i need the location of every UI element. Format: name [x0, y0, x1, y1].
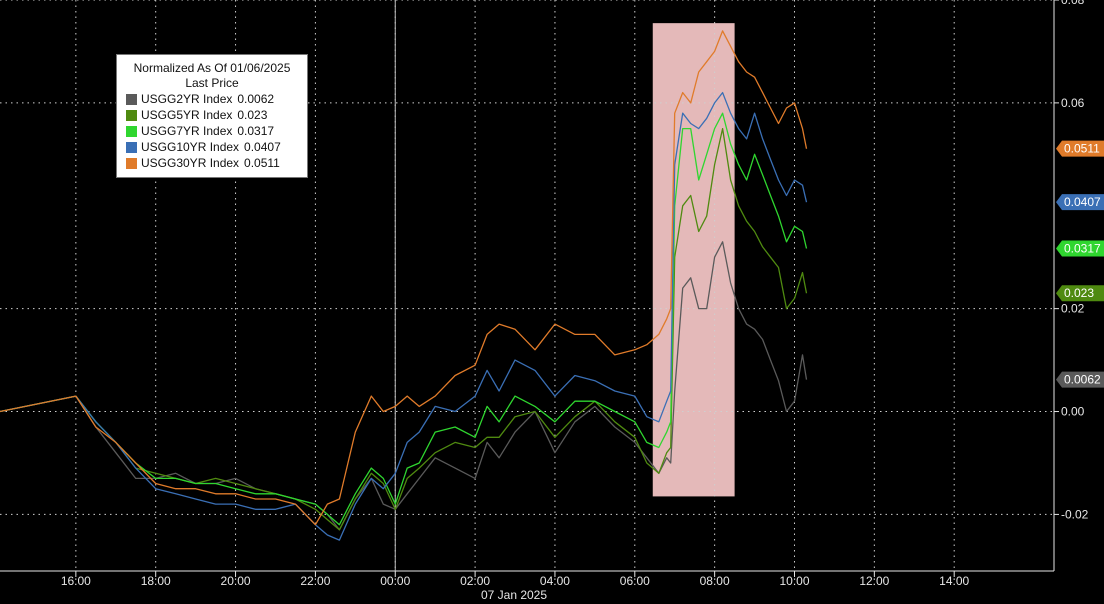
legend-series-name: USGG2YR Index	[141, 92, 233, 106]
legend-swatch	[126, 157, 137, 169]
legend: Normalized As Of 01/06/2025 Last Price U…	[116, 54, 308, 178]
legend-series-value: 0.0511	[244, 156, 280, 170]
legend-series-name: USGG10YR Index	[141, 140, 240, 154]
x-tick-label: 08:00	[700, 574, 730, 588]
legend-title: Normalized As Of 01/06/2025	[133, 61, 291, 75]
legend-swatch	[126, 93, 137, 105]
x-tick-label: 02:00	[460, 574, 490, 588]
series-line-usgg7yr	[0, 112, 808, 526]
last-price-value: 0.023	[1064, 286, 1094, 300]
y-tick-label: -0.02	[1061, 507, 1089, 521]
last-price-badge	[1056, 194, 1104, 211]
last-price-value: 0.0062	[1064, 373, 1101, 387]
x-tick-label: 12:00	[859, 574, 889, 588]
legend-series-name: USGG30YR Index	[141, 156, 240, 170]
x-tick-label: 18:00	[141, 574, 171, 588]
last-price-badge	[1056, 371, 1104, 388]
x-axis-label: 07 Jan 2025	[481, 588, 547, 602]
legend-swatch	[126, 125, 137, 137]
legend-item: USGG5YR Index 0.023	[117, 107, 307, 123]
legend-swatch	[126, 141, 137, 153]
legend-series-value: 0.0407	[244, 140, 281, 154]
last-price-badge	[1056, 285, 1104, 302]
x-tick-label: 00:00	[380, 574, 410, 588]
x-tick-label: 10:00	[779, 574, 809, 588]
y-tick-label: 0.00	[1061, 405, 1085, 419]
series-line-usgg10yr	[0, 91, 808, 541]
legend-item: USGG7YR Index 0.0317	[117, 123, 307, 139]
y-tick-label: 0.06	[1061, 96, 1085, 110]
series-line-usgg30yr	[0, 30, 808, 526]
series-line-usgg5yr	[0, 127, 808, 531]
x-tick-label: 04:00	[540, 574, 570, 588]
legend-item: USGG2YR Index 0.0062	[117, 91, 307, 107]
x-tick-label: 06:00	[620, 574, 650, 588]
x-tick-label: 20:00	[221, 574, 251, 588]
legend-series-value: 0.0062	[237, 92, 275, 106]
legend-subtitle: Last Price	[185, 76, 239, 90]
highlight-band	[652, 23, 735, 497]
x-tick-label: 16:00	[61, 574, 91, 588]
y-tick-label: 0.08	[1061, 0, 1085, 7]
series-line-usgg2yr	[0, 241, 808, 531]
legend-series-name: USGG7YR Index	[141, 124, 233, 138]
y-tick-label: 0.02	[1061, 302, 1085, 316]
legend-item: USGG30YR Index 0.0511	[117, 155, 307, 171]
last-price-value: 0.0511	[1064, 142, 1100, 156]
x-tick-label: 14:00	[939, 574, 969, 588]
legend-item: USGG10YR Index 0.0407	[117, 139, 307, 155]
legend-series-value: 0.023	[237, 108, 268, 122]
legend-series-value: 0.0317	[237, 124, 275, 138]
last-price-badge	[1056, 140, 1104, 157]
last-price-value: 0.0407	[1064, 195, 1101, 209]
x-tick-label: 22:00	[300, 574, 330, 588]
last-price-value: 0.0317	[1064, 241, 1101, 255]
legend-swatch	[126, 109, 137, 121]
legend-series-name: USGG5YR Index	[141, 108, 233, 122]
last-price-badge	[1056, 240, 1104, 257]
